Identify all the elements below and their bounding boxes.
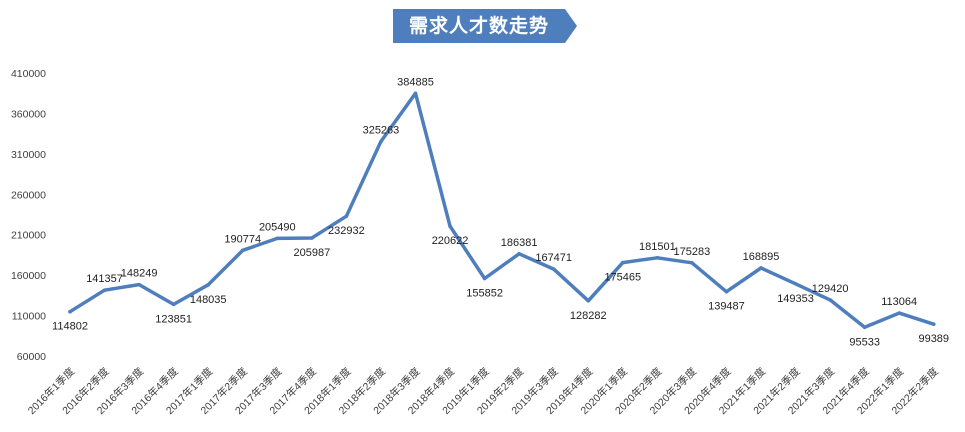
data-label: 139487 [708, 301, 745, 313]
data-label: 148035 [190, 294, 227, 306]
y-tick-label: 160000 [11, 270, 46, 282]
data-label: 113064 [881, 296, 917, 308]
series-line [68, 91, 936, 330]
data-point [310, 236, 314, 240]
data-label: 168895 [743, 251, 780, 263]
data-point [68, 309, 72, 314]
data-point [931, 322, 936, 326]
data-point [897, 311, 901, 315]
data-label: 181501 [639, 241, 676, 253]
title-banner-arrow [393, 9, 577, 43]
data-label: 186381 [501, 237, 538, 249]
data-label: 123851 [155, 313, 192, 325]
data-label: 325263 [363, 125, 400, 137]
data-point [586, 298, 591, 303]
data-label: 167471 [535, 252, 572, 264]
data-label: 190774 [224, 233, 261, 245]
y-tick-label: 310000 [11, 149, 46, 161]
data-label: 175283 [674, 246, 711, 258]
data-label: 205987 [293, 247, 330, 259]
data-label: 205490 [259, 221, 296, 233]
data-label: 141357 [86, 273, 123, 285]
chart-title: 需求人才数走势 [408, 15, 549, 37]
data-label: 95533 [849, 336, 880, 348]
y-tick-label: 360000 [11, 108, 46, 120]
data-point [551, 267, 556, 271]
data-label: 128282 [570, 310, 607, 322]
y-tick-label: 210000 [11, 230, 46, 242]
data-point [171, 302, 176, 307]
data-point [379, 139, 383, 144]
data-label: 148249 [121, 268, 158, 280]
data-label: 175465 [604, 272, 641, 284]
data-point [102, 288, 107, 293]
y-tick-label: 60000 [17, 351, 46, 363]
data-point [655, 255, 660, 260]
data-point [690, 260, 694, 265]
data-label: 129420 [812, 283, 849, 295]
data-point [206, 283, 210, 287]
data-point [793, 281, 798, 286]
data-label: 149353 [777, 293, 814, 305]
chart-title-banner: 需求人才数走势 [393, 9, 579, 43]
y-tick-label: 260000 [11, 189, 46, 201]
data-label: 114802 [52, 321, 88, 333]
data-label: 220622 [432, 235, 469, 247]
data-point [759, 266, 763, 270]
data-point [137, 282, 141, 287]
data-point [862, 325, 867, 330]
y-tick-label: 110000 [12, 311, 46, 323]
data-label: 99389 [918, 333, 949, 345]
data-label: 155852 [466, 287, 503, 299]
data-label: 384885 [397, 76, 434, 88]
y-tick-label: 410000 [11, 68, 46, 80]
data-point [621, 260, 625, 265]
data-point [724, 289, 729, 294]
data-point [240, 248, 245, 253]
data-point [344, 214, 349, 218]
data-point [413, 91, 418, 96]
data-point [448, 224, 452, 228]
data-point [482, 276, 487, 281]
data-label: 232932 [328, 225, 365, 237]
data-point [828, 298, 832, 302]
title-banner-shape [393, 9, 577, 43]
data-point [275, 236, 280, 241]
data-point [517, 252, 521, 256]
